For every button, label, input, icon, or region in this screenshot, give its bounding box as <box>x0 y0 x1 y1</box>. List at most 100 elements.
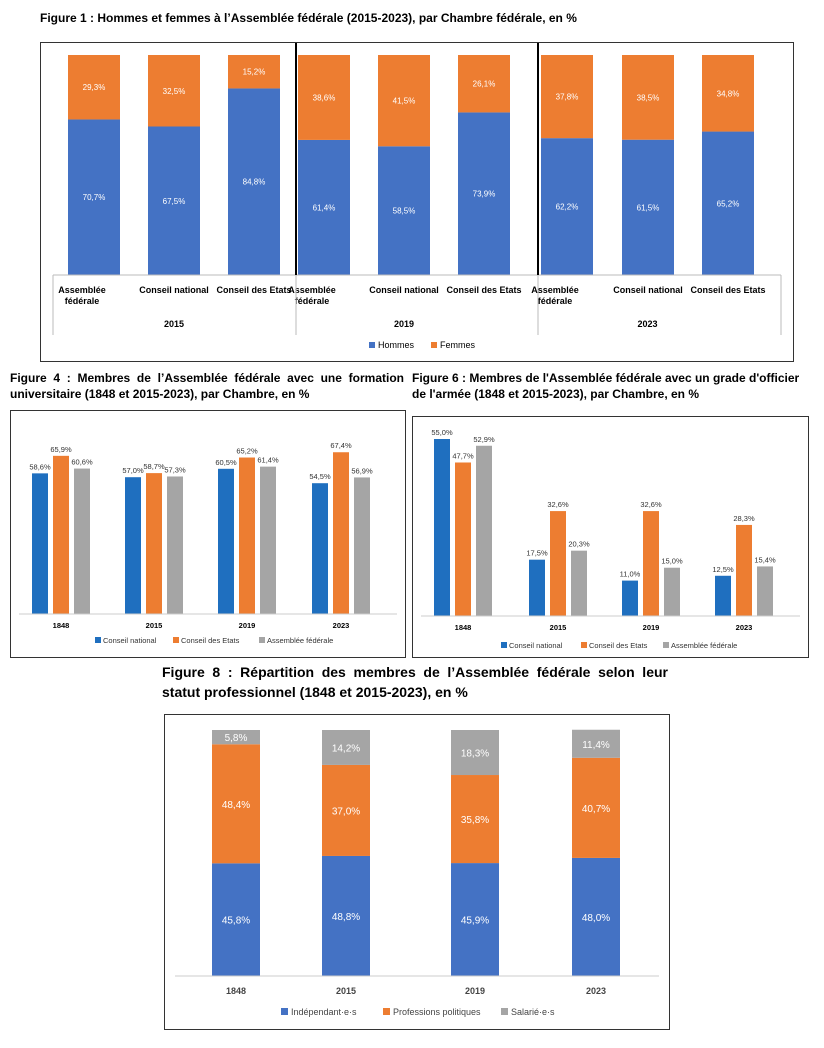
fig4-data-label: 56,9% <box>351 466 373 475</box>
fig8-data-label: 48,8% <box>332 912 360 923</box>
fig4-data-label: 58,6% <box>29 462 51 471</box>
figure1-title: Figure 1 : Hommes et femmes à l’Assemblé… <box>40 11 577 25</box>
fig6-bar <box>757 566 773 616</box>
fig8-bar <box>212 730 260 745</box>
fig1-data-label: 38,5% <box>637 93 660 102</box>
fig1-bar <box>148 55 200 127</box>
fig4-bar <box>125 477 141 614</box>
fig1-bar <box>68 119 120 276</box>
fig1-bar <box>228 55 280 89</box>
fig1-data-label: 70,7% <box>83 193 106 202</box>
fig4-category-label: 2023 <box>333 621 350 630</box>
fig1-bar <box>541 55 593 139</box>
fig8-bar <box>572 857 620 976</box>
fig6-bar <box>476 445 492 616</box>
fig6-bar <box>715 575 731 616</box>
fig8-data-label: 35,8% <box>461 815 489 826</box>
fig6-legend-swatch <box>501 642 507 648</box>
fig1-data-label: 62,2% <box>556 203 579 212</box>
figure8-chart: 45,8% 48,4% 5,8% 1848 48,8% 37,0% 14,2% 2015 45,… <box>175 729 659 1017</box>
figure6-panel: 55,0% 47,7% 52,9% 1848 17,5% 32,6% 20,3% 2015 11… <box>412 416 809 658</box>
fig1-category-label: Assemblée <box>531 285 579 295</box>
fig6-data-label: 28,3% <box>733 514 755 523</box>
fig6-data-label: 32,6% <box>640 500 662 509</box>
fig8-legend-label: Professions politiques <box>393 1007 481 1017</box>
fig8-category-label: 2015 <box>336 986 356 996</box>
fig6-legend-label: Assemblée fédérale <box>671 641 737 650</box>
fig1-legend-swatch <box>431 342 437 348</box>
fig1-group-label: 2015 <box>164 319 184 329</box>
fig1-bar <box>458 55 510 113</box>
fig6-category-label: 2015 <box>550 623 567 632</box>
fig1-category-label: fédérale <box>65 296 100 306</box>
fig4-data-label: 65,9% <box>50 445 72 454</box>
fig4-bar <box>146 473 162 614</box>
fig1-data-label: 84,8% <box>243 178 266 187</box>
fig6-data-label: 15,4% <box>754 555 776 564</box>
fig1-bar <box>458 112 510 275</box>
fig6-legend-label: Conseil des Etats <box>589 641 648 650</box>
fig4-bar <box>333 452 349 614</box>
fig1-category-label: Assemblée <box>288 285 336 295</box>
fig1-data-label: 73,9% <box>473 190 496 199</box>
fig8-bar <box>212 863 260 976</box>
fig1-bar <box>298 139 350 275</box>
figure4-chart: 58,6% 65,9% 60,6% 1848 57,0% 58,7% 57,3% 2015 60… <box>19 441 397 645</box>
fig4-legend-label: Assemblée fédérale <box>267 636 333 645</box>
figure8-panel: 45,8% 48,4% 5,8% 1848 48,8% 37,0% 14,2% 2015 45,… <box>164 714 670 1030</box>
fig1-data-label: 58,5% <box>393 207 416 216</box>
fig1-category-label: Conseil national <box>613 285 683 295</box>
fig6-category-label: 2019 <box>643 623 660 632</box>
fig6-data-label: 11,0% <box>620 570 641 579</box>
fig6-bar <box>434 439 450 616</box>
fig1-bar <box>378 55 430 147</box>
fig1-data-label: 29,3% <box>83 83 106 92</box>
fig8-bar <box>451 863 499 976</box>
fig8-data-label: 11,4% <box>582 740 610 751</box>
fig6-legend-label: Conseil national <box>509 641 563 650</box>
fig6-category-label: 2023 <box>736 623 753 632</box>
figure4-panel: 58,6% 65,9% 60,6% 1848 57,0% 58,7% 57,3% 2015 60… <box>10 410 406 658</box>
fig1-category-label: fédérale <box>295 296 330 306</box>
fig1-data-label: 41,5% <box>393 97 416 106</box>
fig4-bar <box>239 457 255 614</box>
fig4-legend-label: Conseil national <box>103 636 157 645</box>
fig1-data-label: 61,4% <box>313 203 336 212</box>
figure1-chart: 70,7%29,3%Assembléefédérale67,5%32,5%Con… <box>52 43 782 350</box>
fig8-bar <box>572 729 620 758</box>
fig1-category-label: Conseil des Etats <box>446 285 521 295</box>
fig1-data-label: 34,8% <box>717 89 740 98</box>
fig8-bar <box>322 730 370 765</box>
fig6-legend-swatch <box>581 642 587 648</box>
fig6-data-label: 55,0% <box>431 428 453 437</box>
fig4-bar <box>218 468 234 614</box>
fig6-bar <box>529 559 545 616</box>
fig8-data-label: 48,4% <box>222 800 250 811</box>
fig8-data-label: 18,3% <box>461 749 489 760</box>
fig4-data-label: 65,2% <box>236 447 258 456</box>
fig1-category-label: Conseil national <box>139 285 209 295</box>
fig1-data-label: 65,2% <box>717 199 740 208</box>
fig1-bar <box>148 126 200 275</box>
fig4-data-label: 57,0% <box>122 466 144 475</box>
fig1-category-label: Conseil des Etats <box>216 285 291 295</box>
fig4-data-label: 61,4% <box>257 456 279 465</box>
fig4-data-label: 60,6% <box>71 458 93 467</box>
fig6-data-label: 32,6% <box>547 500 569 509</box>
fig8-bar <box>451 730 499 776</box>
fig8-bar <box>212 744 260 864</box>
fig4-bar <box>53 455 69 614</box>
fig1-legend-label: Femmes <box>440 340 476 350</box>
fig4-data-label: 60,5% <box>215 458 237 467</box>
fig1-category-label: Assemblée <box>58 285 106 295</box>
fig4-category-label: 1848 <box>53 621 70 630</box>
fig8-bar <box>322 855 370 976</box>
fig1-data-label: 61,5% <box>637 203 660 212</box>
fig8-data-label: 48,0% <box>582 913 610 924</box>
fig8-bar <box>451 775 499 864</box>
fig8-data-label: 5,8% <box>225 733 248 744</box>
fig6-category-label: 1848 <box>455 623 472 632</box>
fig8-legend-label: Salarié·e·s <box>511 1007 555 1017</box>
fig4-bar <box>167 476 183 614</box>
fig8-data-label: 14,2% <box>332 743 360 754</box>
